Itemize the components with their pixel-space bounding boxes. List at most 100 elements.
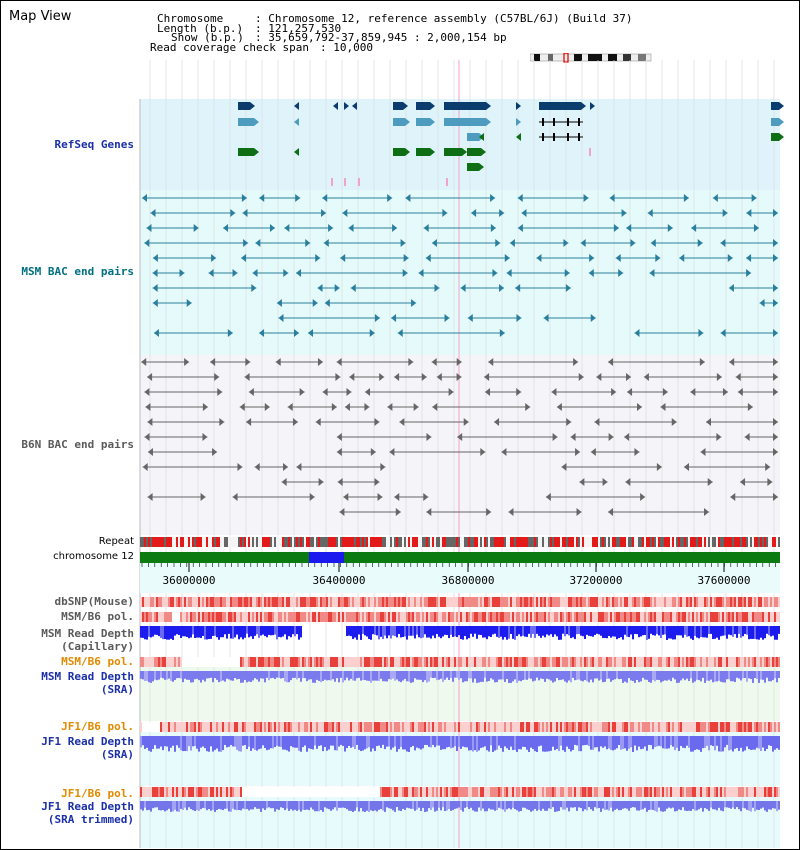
depth-bar bbox=[540, 626, 542, 638]
heat-cell bbox=[588, 612, 590, 622]
repeat-element bbox=[642, 537, 644, 547]
heat-cell bbox=[486, 722, 488, 732]
depth-bar bbox=[190, 801, 192, 810]
heat-cell bbox=[248, 612, 250, 622]
depth-bar bbox=[430, 626, 432, 639]
gene-strand-arrow bbox=[318, 478, 324, 486]
heat-cell bbox=[320, 722, 322, 732]
repeat-element bbox=[288, 537, 290, 547]
depth-bar bbox=[602, 801, 604, 809]
depth-bar bbox=[366, 801, 368, 811]
heat-cell bbox=[478, 722, 480, 732]
depth-bar bbox=[668, 626, 670, 639]
heat-cell bbox=[714, 722, 716, 732]
heat-cell bbox=[294, 597, 296, 607]
depth-bar bbox=[464, 736, 466, 748]
repeat-element bbox=[492, 537, 494, 547]
heat-cell bbox=[152, 657, 154, 667]
heat-cell bbox=[332, 597, 334, 607]
heat-cell bbox=[556, 597, 558, 607]
heat-cell bbox=[452, 722, 454, 732]
depth-bar bbox=[544, 671, 546, 682]
depth-bar bbox=[574, 801, 576, 808]
depth-bar bbox=[194, 801, 196, 812]
depth-bar bbox=[550, 801, 552, 810]
heat-cell bbox=[664, 657, 666, 667]
heat-cell bbox=[310, 722, 312, 732]
depth-bar bbox=[698, 671, 700, 681]
heat-cell bbox=[682, 657, 684, 667]
heat-cell bbox=[650, 597, 652, 607]
heat-cell bbox=[316, 657, 318, 667]
repeat-element bbox=[178, 537, 180, 547]
depth-bar bbox=[414, 671, 416, 679]
heat-cell bbox=[610, 722, 612, 732]
heat-cell bbox=[698, 612, 700, 622]
depth-bar bbox=[754, 736, 756, 750]
heat-cell bbox=[246, 612, 248, 622]
depth-bar bbox=[556, 626, 558, 637]
gene-strand-arrow bbox=[208, 269, 214, 277]
repeat-element bbox=[164, 537, 166, 547]
depth-bar bbox=[638, 736, 640, 747]
heat-cell bbox=[150, 657, 152, 667]
gene-strand-arrow bbox=[214, 373, 220, 381]
heat-cell bbox=[182, 787, 184, 797]
heat-cell bbox=[294, 787, 296, 797]
heat-cell bbox=[494, 612, 496, 622]
depth-bar bbox=[666, 671, 668, 681]
depth-bar bbox=[618, 736, 620, 745]
heat-cell bbox=[604, 612, 606, 622]
depth-bar bbox=[572, 736, 574, 751]
heat-cell bbox=[688, 657, 690, 667]
heat-cell bbox=[314, 612, 316, 622]
heat-cell bbox=[768, 612, 770, 622]
heat-cell bbox=[622, 612, 624, 622]
heat-cell bbox=[474, 722, 476, 732]
heat-cell bbox=[766, 657, 768, 667]
repeat-element bbox=[296, 537, 298, 547]
heat-cell bbox=[504, 597, 506, 607]
heat-cell bbox=[586, 657, 588, 667]
heat-cell bbox=[316, 612, 318, 622]
heat-cell bbox=[408, 657, 410, 667]
depth-bar bbox=[162, 671, 164, 679]
repeat-element bbox=[148, 537, 150, 547]
depth-bar bbox=[332, 671, 334, 680]
depth-bar bbox=[460, 671, 462, 679]
depth-bar bbox=[548, 801, 550, 809]
gene-strand-arrow bbox=[403, 254, 409, 262]
depth-bar bbox=[736, 626, 738, 638]
depth-bar bbox=[574, 671, 576, 681]
depth-bar bbox=[248, 671, 250, 682]
depth-bar bbox=[264, 801, 266, 810]
heat-cell bbox=[570, 787, 572, 797]
depth-bar bbox=[476, 671, 478, 683]
depth-bar bbox=[598, 736, 600, 752]
depth-bar bbox=[720, 671, 722, 682]
depth-bar bbox=[606, 801, 608, 810]
depth-bar bbox=[516, 626, 518, 637]
depth-bar bbox=[750, 671, 752, 679]
heat-cell bbox=[176, 787, 178, 797]
heat-cell bbox=[268, 722, 270, 732]
heat-cell bbox=[652, 787, 654, 797]
gene-feature bbox=[444, 148, 462, 156]
repeat-element bbox=[238, 537, 240, 547]
repeat-element bbox=[694, 537, 696, 547]
repeat-element bbox=[272, 537, 274, 547]
heat-cell bbox=[674, 722, 676, 732]
depth-bar bbox=[590, 626, 592, 637]
heat-cell bbox=[282, 787, 284, 797]
depth-bar bbox=[296, 671, 298, 680]
heat-cell bbox=[190, 657, 192, 667]
heat-cell bbox=[414, 722, 416, 732]
gene-strand-arrow bbox=[295, 194, 301, 202]
repeat-element bbox=[274, 537, 276, 547]
heat-cell bbox=[732, 722, 734, 732]
heat-cell bbox=[140, 612, 142, 622]
depth-bar bbox=[384, 736, 386, 750]
depth-bar bbox=[208, 801, 210, 810]
repeat-element bbox=[650, 537, 652, 547]
